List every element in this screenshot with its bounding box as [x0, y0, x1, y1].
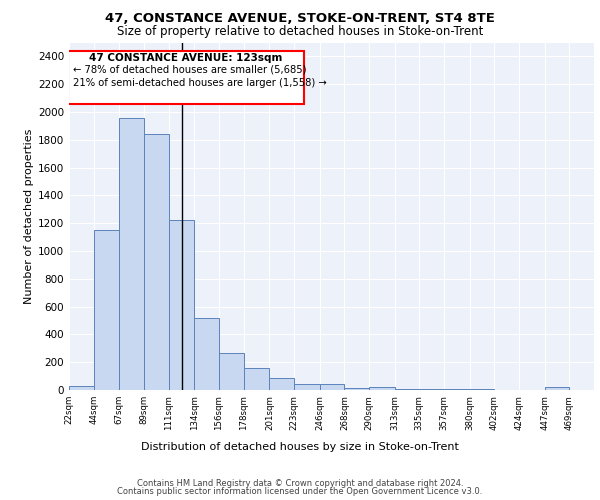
Bar	[219, 353, 244, 390]
FancyBboxPatch shape	[68, 51, 304, 104]
Bar	[69, 386, 94, 390]
Bar	[169, 220, 194, 390]
Bar	[320, 384, 344, 390]
Text: Contains HM Land Registry data © Crown copyright and database right 2024.: Contains HM Land Registry data © Crown c…	[137, 478, 463, 488]
Bar	[94, 230, 119, 390]
Text: Contains public sector information licensed under the Open Government Licence v3: Contains public sector information licen…	[118, 487, 482, 496]
Text: 21% of semi-detached houses are larger (1,558) →: 21% of semi-detached houses are larger (…	[73, 78, 327, 88]
Bar	[369, 387, 395, 390]
Bar	[294, 384, 320, 390]
Text: ← 78% of detached houses are smaller (5,685): ← 78% of detached houses are smaller (5,…	[73, 64, 307, 74]
Bar	[419, 388, 444, 390]
Bar	[344, 388, 369, 390]
Text: 47 CONSTANCE AVENUE: 123sqm: 47 CONSTANCE AVENUE: 123sqm	[89, 53, 283, 63]
Text: Distribution of detached houses by size in Stoke-on-Trent: Distribution of detached houses by size …	[141, 442, 459, 452]
Bar	[269, 378, 294, 390]
Bar	[545, 387, 569, 390]
Text: 47, CONSTANCE AVENUE, STOKE-ON-TRENT, ST4 8TE: 47, CONSTANCE AVENUE, STOKE-ON-TRENT, ST…	[105, 12, 495, 26]
Text: Size of property relative to detached houses in Stoke-on-Trent: Size of property relative to detached ho…	[117, 25, 483, 38]
Bar	[395, 388, 419, 390]
Bar	[244, 368, 269, 390]
Bar	[144, 134, 169, 390]
Y-axis label: Number of detached properties: Number of detached properties	[24, 128, 34, 304]
Bar	[194, 318, 219, 390]
Bar	[119, 118, 144, 390]
